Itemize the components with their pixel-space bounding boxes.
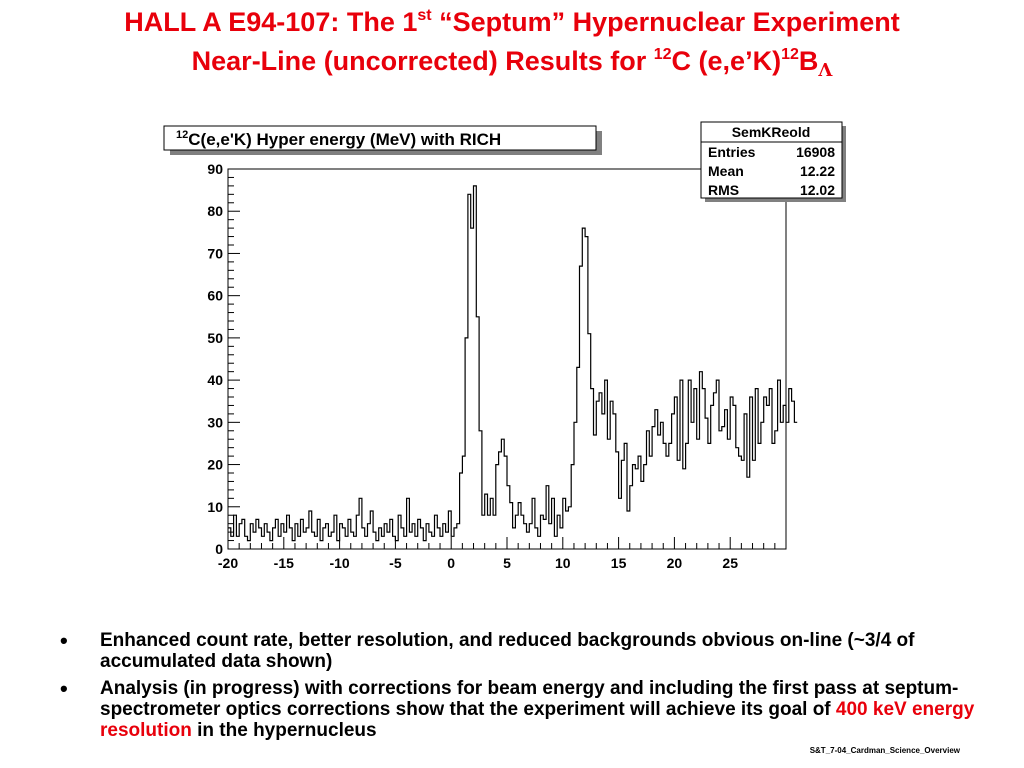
chart-title-box (163, 125, 597, 151)
x-tick-label: 20 (667, 555, 683, 571)
y-tick-label: 60 (207, 288, 223, 304)
histogram-line (228, 185, 798, 542)
y-tick-label: 10 (207, 499, 223, 515)
x-tick-label: 15 (611, 555, 627, 571)
bullet-item: • Enhanced count rate, better resolution,… (60, 628, 915, 673)
bullet-item: • Analysis (in progress) with corrections… (60, 676, 975, 742)
stats-label: RMS (708, 182, 739, 198)
plot-frame (227, 168, 787, 550)
y-tick-label: 20 (207, 457, 223, 473)
stats-box (700, 121, 843, 199)
x-tick-label: 25 (722, 555, 738, 571)
x-tick-label: -10 (329, 555, 349, 571)
stats-value: 12.02 (800, 182, 835, 198)
x-tick-label: 5 (503, 555, 511, 571)
chart-title: 12C(e,e'K) Hyper energy (MeV) with RICH (176, 129, 501, 149)
x-axis: -20 -15 -10 -5 0 5 10 15 20 25 (218, 537, 776, 571)
stats-value: 12.22 (800, 163, 835, 179)
y-tick-label: 40 (207, 372, 223, 388)
x-tick-label: -20 (218, 555, 238, 571)
footer-label: S&T_7-04_Cardman_Science_Overview (809, 746, 960, 755)
y-tick-label: 80 (207, 203, 223, 219)
slide-title-line1: HALL A E94-107: The 1st “Septum” Hypernu… (124, 7, 900, 37)
y-tick-label: 70 (207, 245, 223, 261)
x-tick-label: 0 (447, 555, 455, 571)
y-axis: 0 10 20 30 40 50 60 70 80 90 (207, 161, 240, 557)
y-tick-label: 0 (215, 541, 223, 557)
bullet-dot: • (60, 676, 68, 701)
y-tick-label: 50 (207, 330, 223, 346)
highlight-text: 400 keV energy resolution (100, 699, 975, 741)
stats-label: Entries (708, 144, 756, 160)
x-tick-label: -5 (389, 555, 402, 571)
stats-rows: Entries 16908 Mean 12.22 RMS 12.02 (708, 144, 835, 198)
stats-label: Mean (708, 163, 744, 179)
y-tick-label: 90 (207, 161, 223, 177)
stats-header: SemKReold (732, 124, 811, 140)
x-tick-label: -15 (274, 555, 294, 571)
bullet-list: • Enhanced count rate, better resolution,… (55, 630, 995, 747)
slide-title-line2: Near-Line (uncorrected) Results for 12C … (191, 46, 833, 81)
bullet-dot: • (60, 628, 68, 653)
y-tick-label: 30 (207, 414, 223, 430)
x-tick-label: 10 (555, 555, 571, 571)
stats-value: 16908 (796, 144, 835, 160)
